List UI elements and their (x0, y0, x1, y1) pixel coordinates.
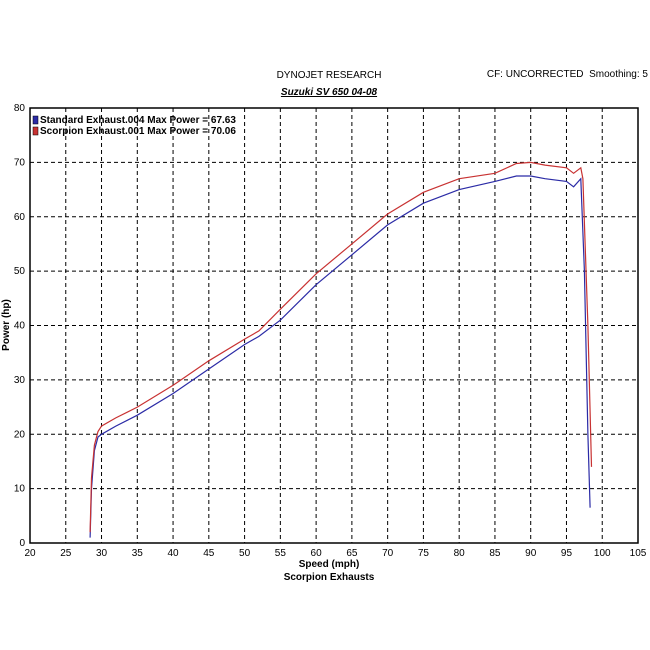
legend-label: Standard Exhaust.004 Max Power = 67.63 (40, 115, 236, 126)
chart-note: CF: UNCORRECTED Smoothing: 5 (487, 69, 649, 80)
x-tick-label: 100 (594, 548, 611, 559)
x-tick-label: 25 (60, 548, 72, 559)
y-tick-label: 30 (14, 375, 26, 386)
y-axis-label: Power (hp) (1, 299, 12, 351)
legend-swatch (32, 115, 39, 125)
chart-caption: Scorpion Exhausts (284, 572, 375, 583)
x-tick-label: 45 (203, 548, 215, 559)
y-tick-label: 60 (14, 212, 26, 223)
x-tick-label: 40 (167, 548, 179, 559)
x-tick-label: 60 (311, 548, 323, 559)
x-tick-label: 35 (132, 548, 144, 559)
y-tick-label: 50 (14, 266, 26, 277)
legend-label: Scorpion Exhaust.001 Max Power = 70.06 (40, 126, 236, 137)
x-tick-label: 75 (418, 548, 430, 559)
y-tick-label: 70 (14, 157, 26, 168)
x-tick-label: 50 (239, 548, 251, 559)
y-tick-label: 40 (14, 321, 26, 332)
x-tick-label: 90 (525, 548, 537, 559)
y-tick-label: 20 (14, 429, 26, 440)
y-tick-label: 0 (19, 538, 25, 549)
chart-subtitle: Suzuki SV 650 04-08 (281, 87, 378, 98)
power-line (89, 175, 591, 538)
x-tick-label: 55 (275, 548, 287, 559)
plot-frame (29, 107, 639, 544)
x-tick-label: 30 (96, 548, 108, 559)
x-tick-label: 80 (454, 548, 466, 559)
legend-swatch (32, 126, 39, 136)
power-line (89, 161, 593, 533)
x-tick-label: 65 (346, 548, 358, 559)
y-tick-label: 10 (14, 484, 26, 495)
chart-title: DYNOJET RESEARCH (277, 70, 382, 81)
y-tick-label: 80 (14, 103, 26, 114)
x-tick-label: 70 (382, 548, 394, 559)
x-tick-label: 105 (630, 548, 647, 559)
x-tick-label: 85 (489, 548, 501, 559)
x-tick-label: 95 (561, 548, 573, 559)
x-tick-label: 20 (24, 548, 36, 559)
x-axis-label: Speed (mph) (299, 559, 360, 570)
